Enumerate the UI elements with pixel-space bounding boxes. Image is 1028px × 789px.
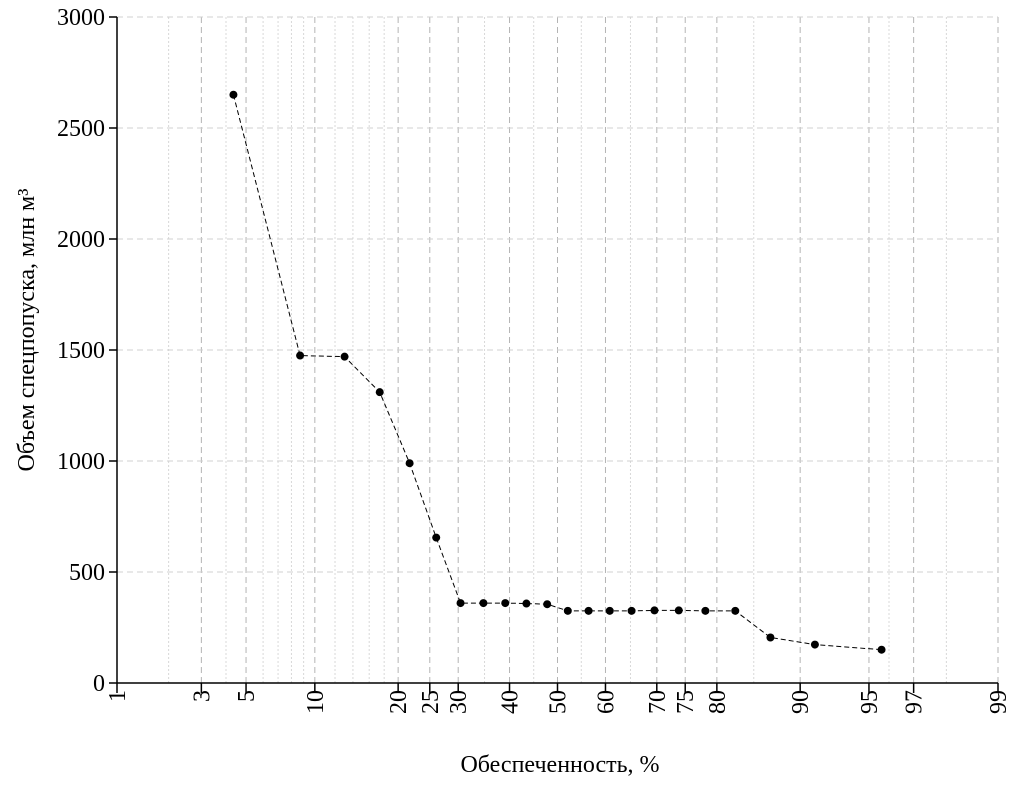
data-point bbox=[650, 606, 659, 615]
x-tick-label: 50 bbox=[546, 690, 572, 714]
data-point bbox=[340, 352, 349, 361]
series-line bbox=[232, 94, 882, 651]
data-point bbox=[405, 459, 414, 468]
x-tick-label: 3 bbox=[189, 690, 215, 702]
data-point bbox=[674, 606, 683, 615]
data-point bbox=[766, 633, 775, 642]
x-tick-label: 90 bbox=[788, 690, 814, 714]
data-point bbox=[605, 606, 614, 615]
data-point bbox=[522, 599, 531, 608]
x-tick-label: 99 bbox=[986, 690, 1012, 714]
x-tick-label: 20 bbox=[386, 690, 412, 714]
y-tick-label: 3000 bbox=[57, 5, 105, 31]
x-tick-label: 1 bbox=[105, 690, 131, 702]
data-point bbox=[731, 606, 740, 615]
data-point bbox=[627, 606, 636, 615]
data-point bbox=[877, 645, 886, 654]
y-axis-label: Объем спецпопуска, млн м³ bbox=[14, 189, 40, 472]
data-point bbox=[229, 90, 238, 99]
data-point bbox=[432, 533, 441, 542]
x-tick-label: 60 bbox=[593, 690, 619, 714]
data-point bbox=[296, 351, 305, 360]
x-tick-label: 30 bbox=[446, 690, 472, 714]
x-tick-label: 10 bbox=[303, 690, 329, 714]
data-point bbox=[479, 599, 488, 608]
x-tick-label: 80 bbox=[705, 690, 731, 714]
x-tick-label: 95 bbox=[857, 690, 883, 714]
data-point bbox=[501, 599, 510, 608]
data-point bbox=[810, 640, 819, 649]
y-tick-label: 1000 bbox=[57, 449, 105, 475]
data-point bbox=[584, 606, 593, 615]
x-tick-label: 75 bbox=[673, 690, 699, 714]
y-tick-label: 500 bbox=[69, 560, 105, 586]
x-tick-label: 40 bbox=[498, 690, 524, 714]
y-tick-label: 2500 bbox=[57, 116, 105, 142]
data-point bbox=[563, 606, 572, 615]
data-point bbox=[543, 600, 552, 609]
x-tick-label: 25 bbox=[418, 690, 444, 714]
y-tick-label: 0 bbox=[93, 671, 105, 697]
x-tick-label: 70 bbox=[645, 690, 671, 714]
y-tick-label: 2000 bbox=[57, 227, 105, 253]
x-axis-label: Обеспеченность, % bbox=[460, 752, 659, 778]
x-tick-label: 97 bbox=[902, 690, 928, 714]
y-tick-label: 1500 bbox=[57, 338, 105, 364]
data-point bbox=[701, 606, 710, 615]
data-point bbox=[456, 599, 465, 608]
data-point bbox=[375, 388, 384, 397]
x-tick-label: 5 bbox=[234, 690, 260, 702]
